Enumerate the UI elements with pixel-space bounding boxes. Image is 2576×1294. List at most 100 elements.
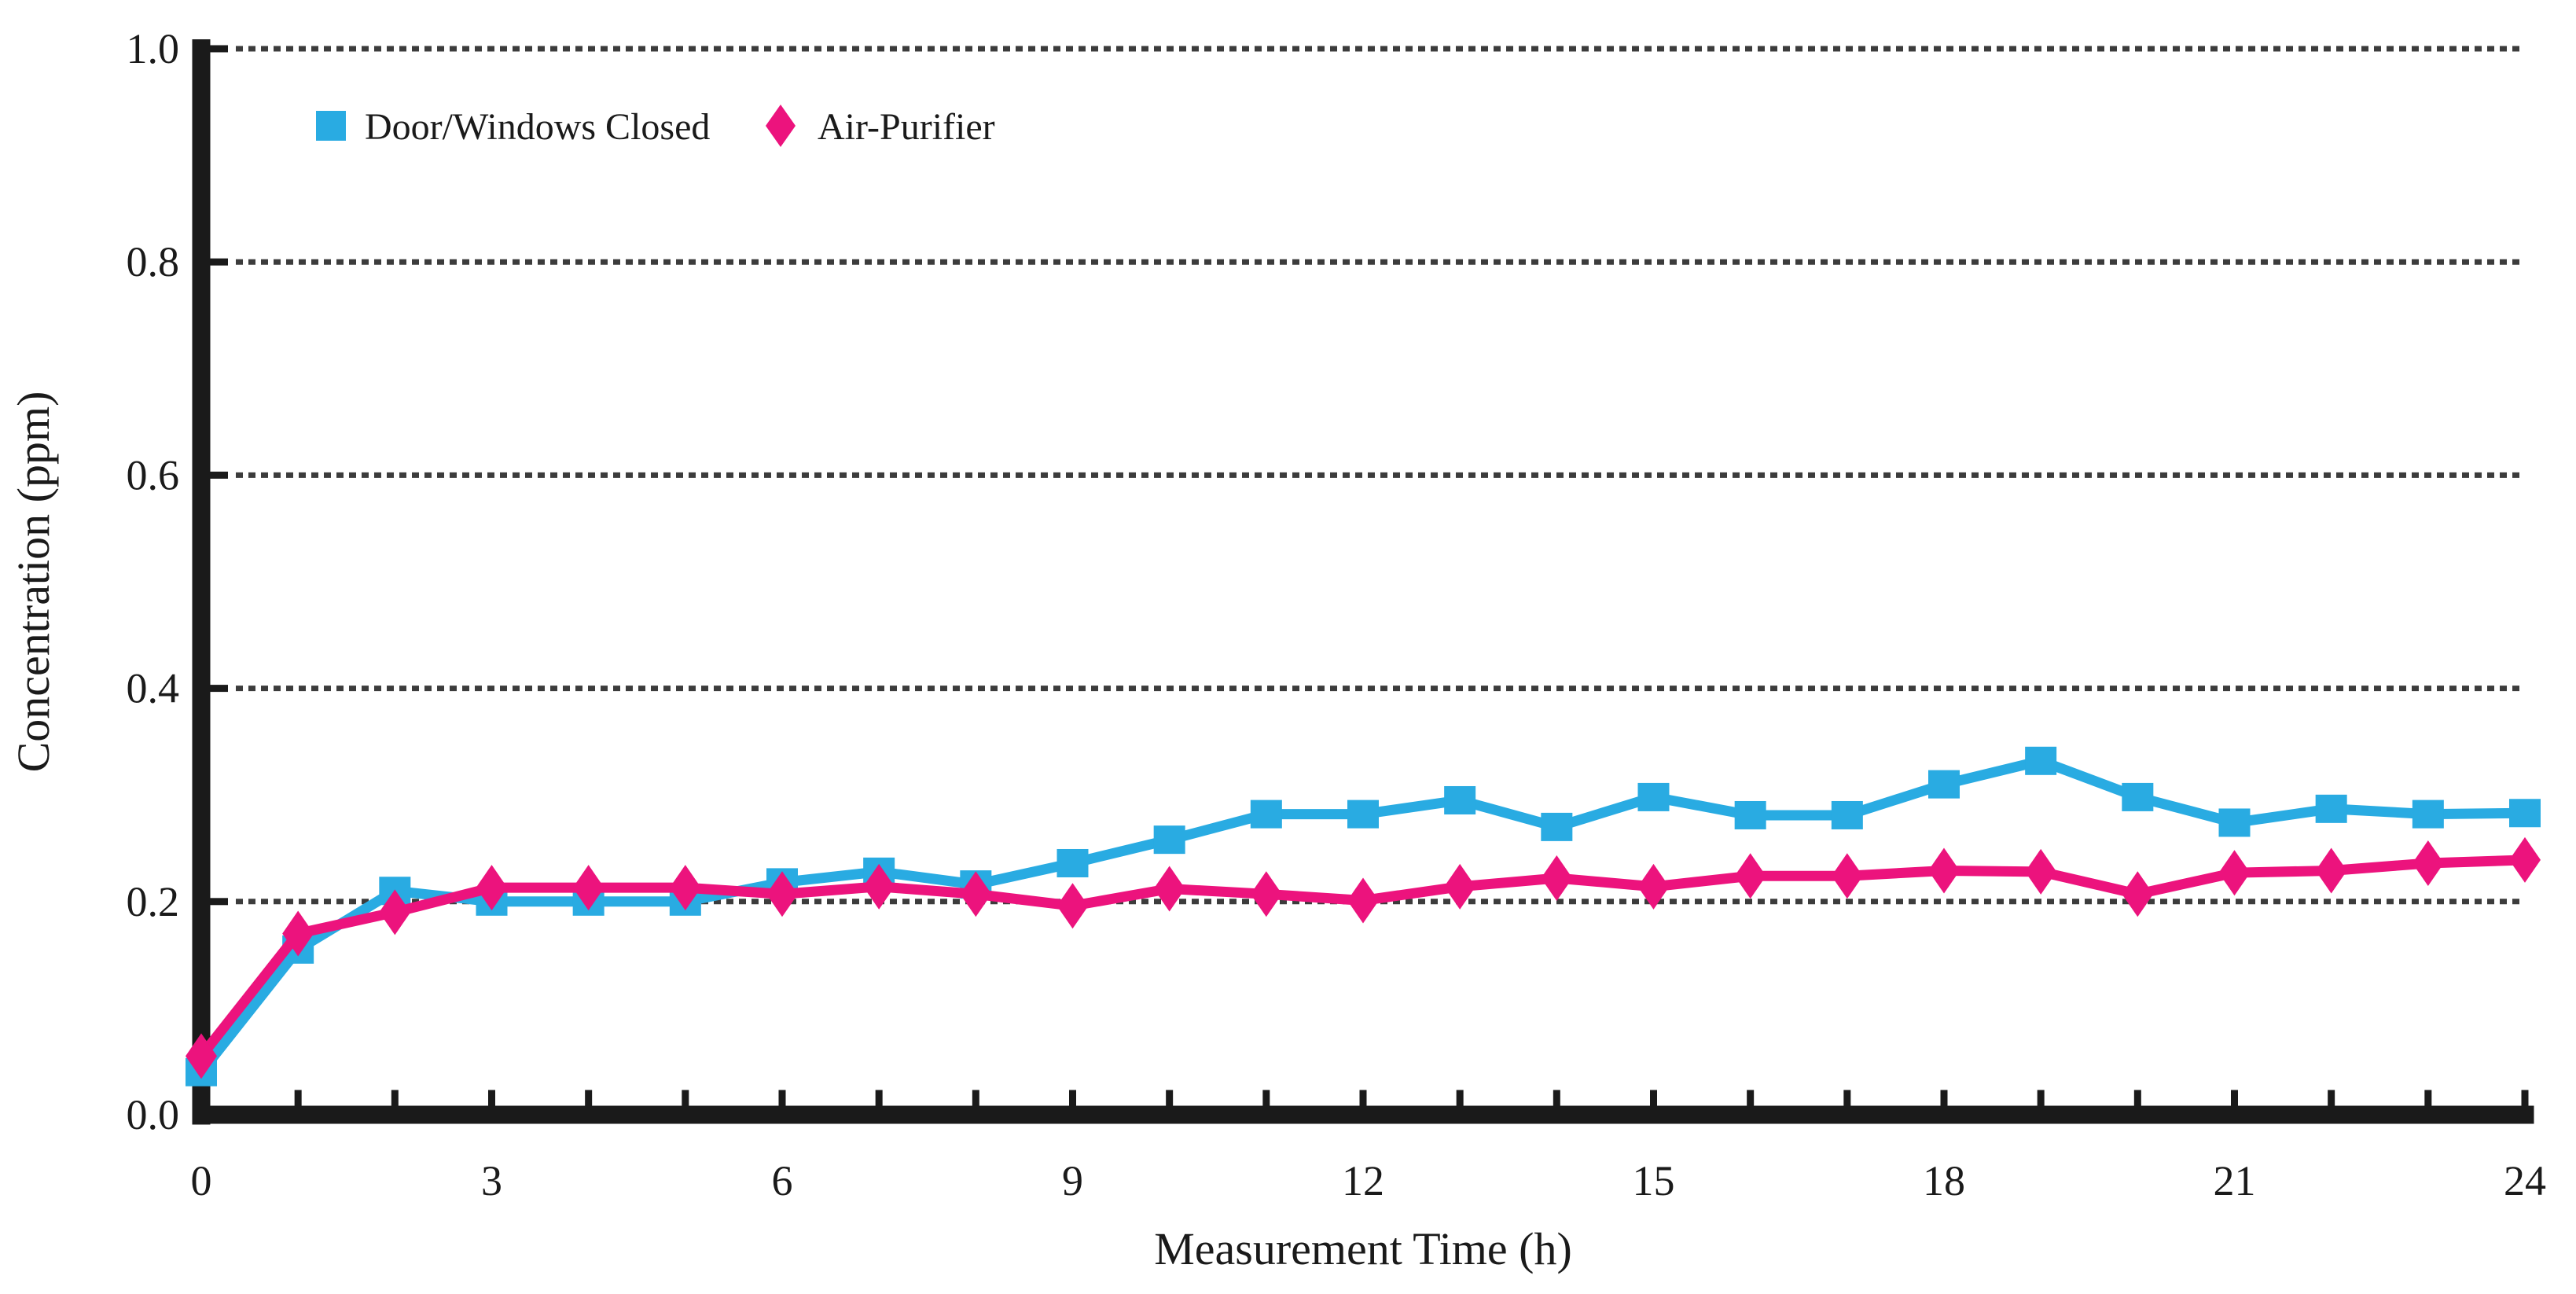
x-tick-label-18: 18: [1923, 1157, 1965, 1204]
x-tick: [585, 1090, 593, 1106]
legend-label-closed: Door/Windows Closed: [365, 106, 710, 148]
x-tick: [875, 1090, 883, 1106]
x-tick-label-0: 0: [191, 1157, 212, 1204]
x-tick: [2037, 1090, 2045, 1106]
x-tick: [972, 1090, 979, 1106]
data-point-square: [2509, 799, 2541, 828]
x-tick: [1456, 1090, 1464, 1106]
x-tick: [2521, 1090, 2529, 1106]
data-point-diamond: [1734, 853, 1766, 899]
data-point-diamond: [669, 865, 701, 911]
data-point-diamond: [476, 865, 508, 911]
axes-group: [192, 39, 2534, 1125]
series-group: [186, 746, 2541, 1086]
data-point-square: [1250, 800, 1282, 829]
y-tick: [201, 898, 228, 906]
data-point-diamond: [2315, 847, 2347, 894]
ticks-group: [197, 45, 2529, 1106]
gridlines-group: [236, 46, 2519, 905]
x-tick: [1553, 1090, 1560, 1106]
y-tick-label-0.6: 0.6: [127, 451, 180, 498]
x-tick: [1650, 1090, 1657, 1106]
data-point-square: [1347, 800, 1379, 829]
data-point-square: [2315, 794, 2347, 823]
x-axis-title: Measurement Time (h): [1154, 1223, 1572, 1274]
data-point-square: [2122, 782, 2154, 811]
data-point-diamond: [863, 863, 895, 910]
x-tick: [488, 1090, 495, 1106]
data-point-square: [1056, 848, 1089, 877]
data-point-diamond: [2412, 840, 2444, 886]
data-point-square: [1153, 825, 1185, 855]
x-axis-line: [192, 1105, 2534, 1124]
data-point-diamond: [1153, 866, 1185, 912]
x-tick-label-12: 12: [1342, 1157, 1384, 1204]
data-point-square: [2218, 808, 2251, 837]
data-point-diamond: [282, 910, 314, 957]
data-point-square: [2025, 746, 2057, 775]
x-tick: [1359, 1090, 1367, 1106]
x-tick: [1166, 1090, 1174, 1106]
data-point-diamond: [572, 865, 604, 911]
legend: Door/Windows Closed Air-Purifier: [316, 105, 995, 148]
x-tick: [778, 1090, 786, 1106]
y-tick-label-0.8: 0.8: [127, 238, 180, 285]
x-tick: [197, 1090, 205, 1106]
x-tick-label-21: 21: [2214, 1157, 2256, 1204]
data-point-diamond: [1541, 855, 1573, 901]
data-point-diamond: [1831, 853, 1863, 899]
x-tick-label-3: 3: [481, 1157, 502, 1204]
x-tick-label-9: 9: [1062, 1157, 1083, 1204]
data-point-square: [1637, 782, 1670, 811]
legend-diamond-marker-icon: [766, 105, 796, 147]
tick-labels-group: 0.0 0.2 0.4 0.6 0.8 1.0 0 3 6 9 12 15 18 21 24: [127, 25, 2547, 1204]
legend-label-purifier: Air-Purifier: [818, 106, 995, 148]
x-tick: [2231, 1090, 2238, 1106]
data-point-diamond: [1637, 863, 1670, 910]
x-tick: [294, 1090, 302, 1106]
data-point-square: [1541, 812, 1573, 841]
x-tick: [1747, 1090, 1755, 1106]
y-tick: [201, 45, 228, 53]
x-tick: [1843, 1090, 1851, 1106]
y-tick-label-0.0: 0.0: [127, 1091, 180, 1138]
data-point-square: [1928, 770, 1960, 799]
y-tick: [201, 471, 228, 479]
y-axis-line: [192, 39, 211, 1125]
data-point-diamond: [766, 871, 798, 917]
data-point-diamond: [1347, 877, 1379, 924]
data-point-diamond: [1056, 883, 1089, 929]
x-tick: [1262, 1090, 1270, 1106]
x-tick: [1940, 1090, 1948, 1106]
data-point-diamond: [186, 1033, 217, 1079]
data-point-square: [2412, 800, 2444, 829]
x-tick: [682, 1090, 689, 1106]
data-point-diamond: [1444, 863, 1476, 910]
data-point-square: [1444, 785, 1476, 814]
data-point-square: [1734, 800, 1766, 829]
data-point-diamond: [379, 889, 411, 936]
x-tick: [2133, 1090, 2141, 1106]
data-point-diamond: [1928, 847, 1960, 894]
y-tick: [201, 685, 228, 693]
x-tick: [1069, 1090, 1076, 1106]
x-tick-label-24: 24: [2504, 1157, 2546, 1204]
y-axis-title: Concentration (ppm): [8, 392, 59, 773]
x-tick: [391, 1090, 399, 1106]
data-point-square: [1831, 800, 1863, 829]
y-tick-label-0.2: 0.2: [127, 878, 180, 925]
x-tick: [2424, 1090, 2432, 1106]
data-point-diamond: [2509, 836, 2541, 883]
data-point-diamond: [1250, 871, 1282, 917]
data-point-diamond: [960, 871, 992, 917]
y-tick-label-1.0: 1.0: [127, 25, 180, 72]
y-tick-label-0.4: 0.4: [127, 665, 180, 712]
y-tick: [201, 258, 228, 266]
x-tick: [2328, 1090, 2335, 1106]
data-point-diamond: [2122, 871, 2154, 917]
data-point-diamond: [2218, 850, 2251, 896]
legend-square-marker-icon: [316, 111, 346, 141]
x-tick-label-15: 15: [1633, 1157, 1675, 1204]
